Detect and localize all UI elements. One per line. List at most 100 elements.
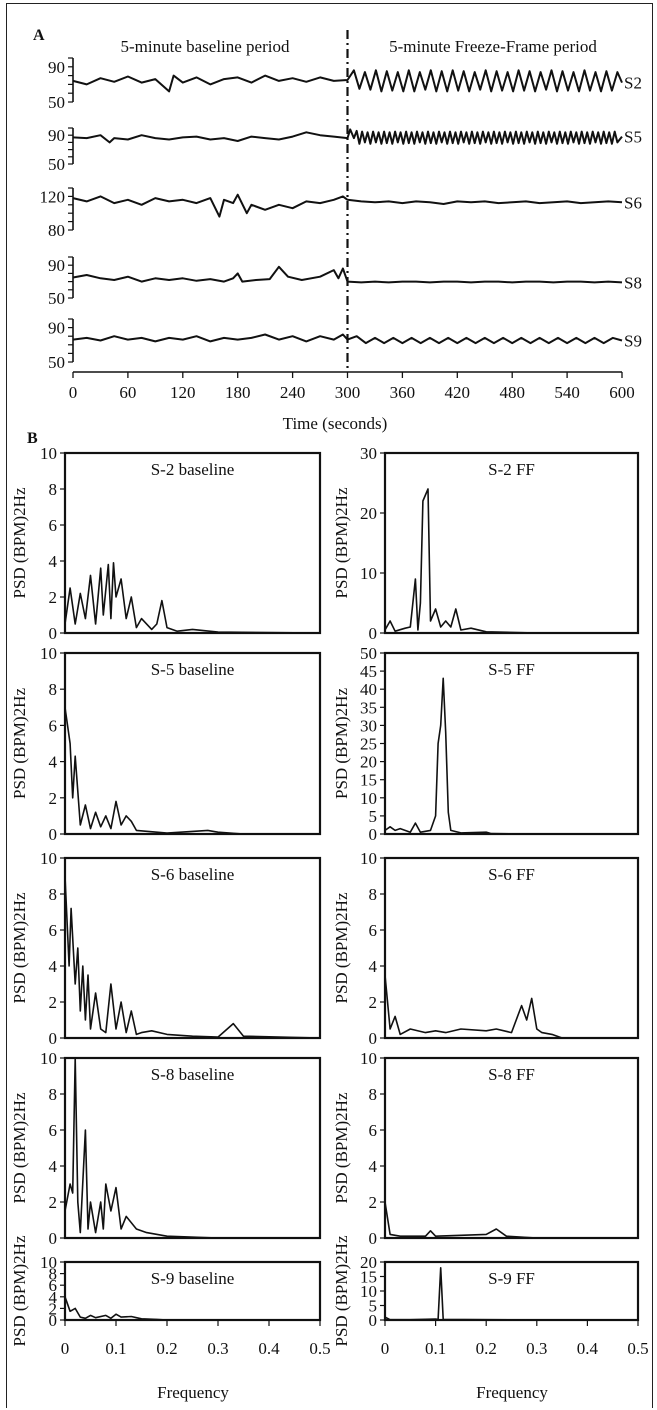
- trace-name-S5: S5: [624, 128, 642, 147]
- spectrum-y-tick-label: 0: [369, 624, 378, 643]
- spectrum-y-tick-label: 10: [40, 444, 57, 463]
- spectrum-y-tick-label: 10: [360, 789, 377, 808]
- spectrum-y-tick-label: 10: [360, 849, 377, 868]
- spectrum-y-tick-label: 0: [49, 1029, 58, 1048]
- freq-tick-label: 0.1: [105, 1339, 126, 1358]
- spectrum-y-tick-label: 5: [369, 807, 378, 826]
- spectrum-y-label: PSD (BPM)2Hz: [10, 1235, 29, 1346]
- spectrum-y-label: PSD (BPM)2Hz: [10, 487, 29, 598]
- freq-tick-label: 0.3: [526, 1339, 547, 1358]
- time-tick-label: 120: [170, 383, 196, 402]
- freq-tick-label: 0.1: [425, 1339, 446, 1358]
- spectrum-y-tick-label: 10: [40, 1253, 57, 1272]
- spectrum-y-tick-label: 10: [40, 1049, 57, 1068]
- time-tick-label: 540: [554, 383, 580, 402]
- trace-S8: 50 90 S8: [48, 256, 642, 308]
- spectrum-panel: 0 2 4 6 8 10 S-8 baseline PSD (BPM)2Hz: [10, 1049, 322, 1248]
- trace-y-tick-label: 50: [48, 155, 65, 174]
- trace-name-S2: S2: [624, 74, 642, 93]
- spectrum-line: [64, 707, 320, 835]
- spectrum-y-tick-label: 25: [360, 735, 377, 754]
- spectrum-y-tick-label: 0: [369, 1029, 378, 1048]
- spectrum-title: S-2 baseline: [151, 460, 235, 479]
- spectrum-y-tick-label: 50: [360, 644, 377, 663]
- trace-S6: 80 120 S6: [40, 187, 642, 240]
- trace-y-tick-label: 50: [48, 289, 65, 308]
- spectrum-y-tick-label: 30: [360, 444, 377, 463]
- spectrum-y-tick-label: 10: [40, 849, 57, 868]
- spectrum-frame: [63, 451, 322, 635]
- spectrum-title: S-6 FF: [488, 865, 535, 884]
- spectrum-y-label: PSD (BPM)2Hz: [332, 1235, 351, 1346]
- spectrum-panel: 0 2 4 6 8 10 S-6 FF PSD (BPM)2Hz: [332, 849, 640, 1048]
- spectrum-y-tick-label: 2: [49, 1299, 58, 1318]
- spectrum-y-label: PSD (BPM)2Hz: [332, 1092, 351, 1203]
- spectrum-y-tick-label: 0: [369, 1229, 378, 1248]
- spectrum-line: [384, 677, 638, 835]
- trace-y-tick-label: 90: [48, 126, 65, 145]
- spectrum-line: [384, 974, 638, 1039]
- freq-tick-label: 0.2: [156, 1339, 177, 1358]
- freq-tick-label: 0.2: [476, 1339, 497, 1358]
- spectrum-y-tick-label: 30: [360, 716, 377, 735]
- trace-name-S6: S6: [624, 193, 642, 212]
- spectrum-y-label: PSD (BPM)2Hz: [10, 892, 29, 1003]
- spectrum-y-tick-label: 8: [49, 480, 58, 499]
- trace-line-S2: [72, 69, 623, 93]
- spectrum-y-tick-label: 2: [49, 993, 58, 1012]
- spectrum-title: S-5 FF: [488, 660, 535, 679]
- freq-tick-label: 0.4: [577, 1339, 599, 1358]
- trace-y-tick-label: 80: [48, 221, 65, 240]
- spectrum-y-tick-label: 8: [49, 1085, 58, 1104]
- spectrum-y-tick-label: 0: [369, 1311, 378, 1330]
- time-tick-label: 180: [225, 383, 251, 402]
- spectrum-panel: 0 2 4 6 8 10 S-5 baseline PSD (BPM)2Hz: [10, 644, 322, 844]
- trace-S2: 50 90 S2: [48, 57, 642, 112]
- baseline-title: 5-minute baseline period: [120, 37, 290, 56]
- spectrum-y-tick-label: 2: [369, 993, 378, 1012]
- time-tick-label: 480: [499, 383, 525, 402]
- spectrum-y-tick-label: 10: [360, 1282, 377, 1301]
- spectrum-y-tick-label: 4: [369, 957, 378, 976]
- spectrum-y-tick-label: 8: [369, 1085, 378, 1104]
- spectrum-y-tick-label: 4: [49, 1288, 58, 1307]
- trace-line-S8: [72, 265, 623, 284]
- spectrum-line: [64, 562, 321, 634]
- spectrum-y-tick-label: 8: [49, 1265, 58, 1284]
- freq-tick-label: 0.5: [309, 1339, 330, 1358]
- spectrum-y-label: PSD (BPM)2Hz: [10, 1092, 29, 1203]
- panel-a-xlabel: Time (seconds): [283, 414, 388, 433]
- trace-y-tick-label: 50: [48, 93, 65, 112]
- spectrum-panel: 0 2 4 6 8 10 S-8 FF PSD (BPM)2Hz: [332, 1049, 640, 1248]
- spectrum-y-tick-label: 6: [369, 1121, 378, 1140]
- spectrum-title: S-8 FF: [488, 1065, 535, 1084]
- spectrum-panel: 0 2 4 6 8 10 S-2 baseline PSD (BPM)2Hz: [10, 444, 322, 643]
- spectrum-y-tick-label: 2: [49, 1193, 58, 1212]
- spectrum-y-label: PSD (BPM)2Hz: [10, 688, 29, 799]
- spectrum-y-tick-label: 6: [49, 716, 58, 735]
- spectrum-title: S-8 baseline: [151, 1065, 235, 1084]
- spectrum-frame: [383, 856, 640, 1040]
- spectrum-y-tick-label: 2: [49, 789, 58, 808]
- trace-y-tick-label: 120: [40, 187, 66, 206]
- trace-line-S5: [72, 128, 623, 145]
- freq-tick-label: 0.3: [207, 1339, 228, 1358]
- spectrum-y-tick-label: 0: [49, 1229, 58, 1248]
- spectrum-y-label: PSD (BPM)2Hz: [332, 892, 351, 1003]
- spectrum-y-tick-label: 45: [360, 662, 377, 681]
- spectrum-y-tick-label: 10: [360, 564, 377, 583]
- spectrum-y-tick-label: 0: [49, 825, 58, 844]
- freq-tick-label: 0.4: [258, 1339, 280, 1358]
- freq-tick-label: 0: [61, 1339, 70, 1358]
- spectrum-y-tick-label: 10: [360, 1049, 377, 1068]
- trace-name-S8: S8: [624, 273, 642, 292]
- spectrum-y-tick-label: 4: [49, 1157, 58, 1176]
- spectrum-y-tick-label: 6: [49, 1121, 58, 1140]
- panel-b-label: B: [27, 430, 38, 447]
- spectrum-title: S-9 FF: [488, 1269, 535, 1288]
- spectrum-line: [64, 875, 321, 1039]
- spectrum-y-tick-label: 4: [49, 753, 58, 772]
